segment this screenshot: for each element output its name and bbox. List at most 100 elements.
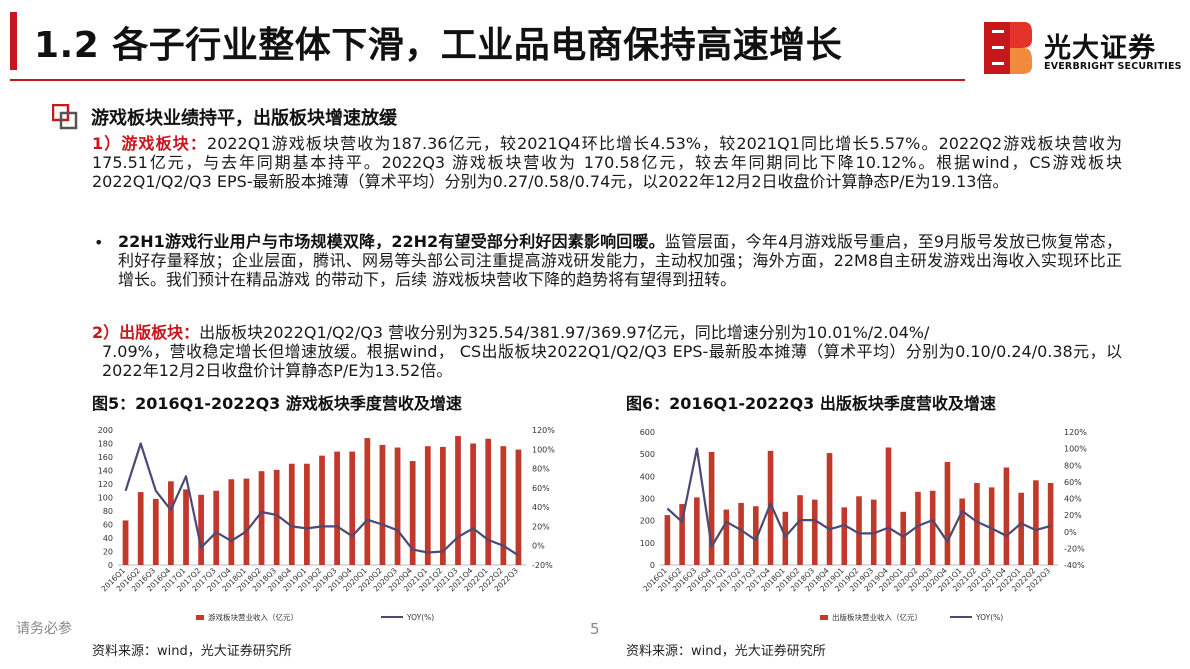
fig6-bar: [930, 491, 936, 565]
fig6-bar: [782, 512, 788, 565]
fig6-bar: [709, 452, 715, 565]
fig5-right-tick: 60%: [532, 484, 550, 493]
header-accent-bar: [10, 12, 17, 70]
figure6-source: 资料来源：wind，光大证券研究所: [626, 640, 826, 659]
fig5-bar: [334, 452, 340, 565]
fig5-bar: [380, 445, 386, 565]
fig5-bar: [183, 489, 189, 565]
fig6-left-tick: 200: [640, 517, 655, 526]
fig6-bar: [959, 499, 965, 566]
bullet-mark: •: [94, 233, 103, 252]
fig6-legend-bar-swatch: [820, 615, 828, 620]
fig5-right-tick: 20%: [532, 522, 550, 531]
fig6-right-tick: 120%: [1064, 428, 1087, 437]
fig5-bar: [455, 436, 461, 565]
fig6-left-tick: 100: [640, 539, 655, 548]
paragraph-game-body: 2022Q1游戏板块营收为187.36亿元，较2021Q4环比增长4.53%，较…: [92, 134, 1122, 191]
fig6-bar: [989, 487, 995, 565]
paragraph-outlook-lead: 22H1游戏行业用户与市场规模双降，22H2有望受部分利好因素影响回暖。: [118, 232, 665, 251]
everbright-logo-icon: [984, 22, 1032, 74]
fig5-bar: [138, 492, 144, 565]
fig5-bar: [304, 464, 310, 565]
fig5-bar: [213, 491, 219, 565]
paragraph-game: 1）游戏板块：2022Q1游戏板块营收为187.36亿元，较2021Q4环比增长…: [92, 134, 1122, 192]
fig6-bar: [827, 453, 833, 565]
fig6-left-tick: 500: [640, 450, 655, 459]
figure6-chart: 0 100 200 300 400 500 600 -40% -20% 0% 20% 40% 60% 80…: [620, 418, 1120, 628]
section-title: 游戏板块业绩持平，出版板块增速放缓: [91, 104, 397, 130]
fig6-bar: [1018, 493, 1024, 565]
paragraph-publishing-body2: 7.09%，营收稳定增长但增速放缓。根据wind， CS出版板块2022Q1/Q…: [92, 342, 1122, 380]
fig5-left-tick: 40: [103, 534, 113, 543]
fig6-left-tick: 0: [650, 561, 655, 570]
fig5-right-tick: 40%: [532, 503, 550, 512]
fig6-right-tick: -40%: [1064, 561, 1085, 570]
fig6-bar: [665, 515, 671, 565]
header-divider: [10, 79, 965, 81]
paragraph-game-lead: 1）游戏板块：: [92, 134, 207, 153]
fig5-left-tick: 0: [108, 561, 113, 570]
fig5-bar: [395, 448, 401, 565]
fig6-bar: [694, 497, 700, 565]
brand-name-en: EVERBRIGHT SECURITIES: [1044, 61, 1182, 72]
fig5-legend-bar-swatch: [196, 615, 204, 620]
fig5-bar: [228, 479, 234, 565]
fig5-bar: [364, 438, 370, 565]
figure5-title: 图5：2016Q1-2022Q3 游戏板块季度营收及增速: [92, 390, 462, 414]
fig5-right-tick: 80%: [532, 465, 550, 474]
fig5-bar: [168, 481, 174, 565]
fig6-bar: [724, 510, 730, 565]
fig6-bar: [1048, 483, 1054, 565]
fig6-right-tick: 100%: [1064, 445, 1087, 454]
figure5-source: 资料来源：wind，光大证券研究所: [92, 640, 292, 659]
fig5-legend-bar-label: 游戏板块营业收入（亿元）: [208, 612, 298, 622]
fig5-left-tick: 20: [103, 548, 113, 557]
fig5-right-tick: -20%: [532, 561, 553, 570]
fig5-left-tick: 200: [98, 426, 113, 435]
fig6-bar: [886, 448, 892, 565]
fig5-bar: [289, 464, 295, 565]
fig5-left-tick: 120: [98, 480, 113, 489]
fig5-left-tick: 100: [98, 494, 113, 503]
paragraph-publishing: 2）出版板块：出版板块2022Q1/Q2/Q3 营收分别为325.54/381.…: [92, 323, 1122, 381]
fig6-bar: [738, 503, 744, 565]
fig5-bar: [485, 439, 491, 565]
figure6-title: 图6：2016Q1-2022Q3 出版板块季度营收及增速: [626, 390, 996, 414]
fig6-right-tick: 60%: [1064, 478, 1082, 487]
fig5-bar: [319, 456, 325, 565]
fig6-bar: [974, 483, 980, 565]
fig5-bar: [349, 452, 355, 565]
fig6-bar: [812, 500, 818, 565]
fig5-legend-line-label: YOY(%): [406, 613, 434, 622]
fig5-bar: [516, 450, 522, 565]
fig6-left-tick: 600: [640, 428, 655, 437]
fig5-left-tick: 140: [98, 467, 113, 476]
page-number: 5: [590, 620, 600, 638]
fig6-right-tick: 80%: [1064, 461, 1082, 470]
fig6-left-tick: 300: [640, 495, 655, 504]
fig5-bar: [123, 520, 129, 565]
fig5-bar: [440, 447, 446, 565]
footer-note: 请务必参: [16, 618, 72, 638]
fig5-bar: [470, 444, 476, 566]
fig6-bar: [856, 496, 862, 565]
fig5-right-tick: 120%: [532, 426, 555, 435]
fig6-bar: [797, 495, 803, 565]
fig6-right-tick: 20%: [1064, 511, 1082, 520]
paragraph-publishing-body1: 出版板块2022Q1/Q2/Q3 营收分别为325.54/381.97/369.…: [199, 323, 929, 342]
figure5-chart: 0 20 40 60 80 100 120 140 160 180 200 -20% 0% 20% 40% 6…: [86, 418, 566, 628]
fig6-legend-bar-label: 出版板块营业收入（亿元）: [832, 612, 922, 622]
brand-name: 光大证券: [1044, 26, 1156, 65]
fig5-left-tick: 80: [103, 507, 113, 516]
fig5-bar: [425, 446, 431, 565]
fig6-left-tick: 400: [640, 472, 655, 481]
paragraph-outlook: 22H1游戏行业用户与市场规模双降，22H2有望受部分利好因素影响回暖。监管层面…: [118, 232, 1122, 290]
fig6-bar: [945, 462, 951, 565]
fig5-right-tick: 0%: [532, 542, 545, 551]
fig6-right-tick: 40%: [1064, 495, 1082, 504]
fig5-right-tick: 100%: [532, 445, 555, 454]
fig6-bar: [1004, 467, 1010, 565]
fig6-right-tick: -20%: [1064, 544, 1085, 553]
fig5-bar: [198, 495, 204, 565]
fig5-bar: [153, 499, 159, 565]
